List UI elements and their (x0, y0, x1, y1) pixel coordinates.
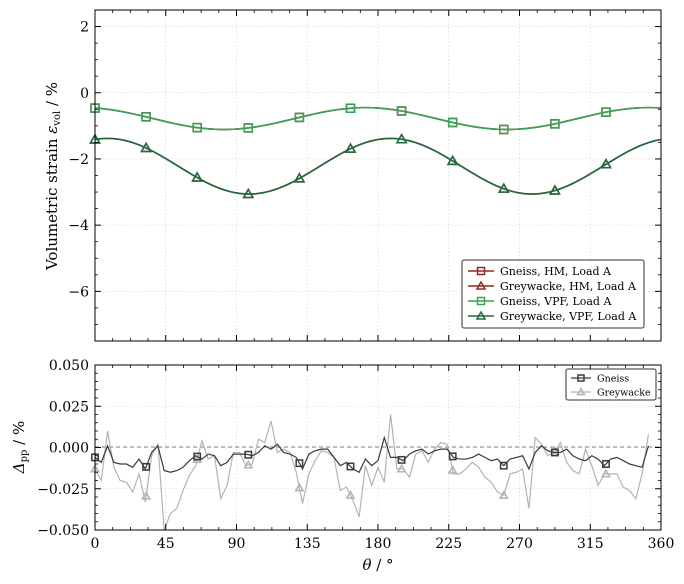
series-marker (192, 122, 202, 133)
delta-y-tick-label: −0.050 (37, 523, 89, 539)
delta-marker (602, 460, 610, 468)
legend-label: Gneiss, VPF, Load A (500, 295, 612, 308)
delta-marker (141, 490, 152, 500)
delta-marker (345, 490, 356, 499)
delta-marker (498, 490, 509, 499)
series-marker (395, 133, 408, 144)
series-marker (601, 107, 611, 117)
legend-marker (475, 310, 487, 320)
delta-marker (142, 462, 151, 471)
strain-legend-box (461, 259, 645, 329)
strain-y-tick-label: −6 (68, 284, 89, 300)
series-marker (140, 141, 152, 153)
delta-x-tick-label: 360 (648, 536, 675, 552)
delta-marker (294, 482, 305, 492)
delta-y-axis-label: Δpp / % (10, 421, 30, 475)
delta-marker (295, 459, 304, 468)
delta-x-tick-label: 225 (435, 536, 462, 552)
delta-legend-marker (577, 374, 585, 382)
delta-marker (396, 463, 407, 473)
delta-marker (346, 462, 355, 471)
delta-legend-label: Greywacke (597, 388, 651, 399)
legend-label: Gneiss, HM, Load A (500, 265, 612, 278)
delta-legend: Gneiss Greywacke (565, 368, 657, 401)
delta-x-tick-label: 0 (91, 536, 100, 552)
strain-series-group (89, 103, 662, 199)
legend-marker (476, 266, 486, 276)
delta-marker (447, 464, 458, 474)
series-marker (600, 158, 612, 169)
delta-x-tick-label: 315 (577, 536, 604, 552)
delta-y-tick-label: 0.050 (49, 358, 89, 374)
delta-legend-marker (576, 387, 586, 396)
series-marker (191, 171, 204, 182)
delta-marker (549, 446, 560, 455)
series-marker (243, 123, 254, 133)
series-marker (499, 124, 509, 135)
delta-y-tick-label: 0.000 (49, 441, 89, 457)
legend-label: Greywacke, VPF, Load A (500, 310, 637, 323)
series-marker (447, 117, 458, 128)
delta-marker (499, 461, 508, 470)
delta-y-tick-label: 0.025 (49, 399, 89, 415)
legend-marker (475, 280, 487, 290)
strain-ticks: 2 0 −2 −4 −6 (68, 9, 662, 342)
delta-x-axis-label: θ / ° (362, 556, 393, 574)
strain-y-axis-label: Volumetric strain εvol / % (43, 82, 63, 271)
delta-series-group (90, 414, 650, 531)
strain-y-tick-label: 0 (80, 86, 89, 102)
legend-marker (476, 296, 486, 306)
series-marker (548, 184, 561, 195)
series-marker (396, 106, 407, 116)
delta-marker (448, 452, 457, 461)
strain-y-tick-label: −2 (68, 152, 89, 168)
delta-line-gneiss (94, 435, 649, 474)
delta-line-greywacke (94, 414, 650, 531)
delta-x-tick-label: 45 (157, 536, 175, 552)
series-marker (141, 112, 151, 122)
delta-legend-label: Gneiss (597, 374, 629, 385)
delta-marker (244, 450, 253, 459)
strain-y-tick-label: 2 (80, 20, 89, 36)
strain-y-tick-label: −4 (68, 218, 89, 234)
delta-marker (600, 468, 611, 478)
delta-marker (397, 455, 406, 464)
delta-marker (193, 452, 202, 461)
delta-y-tick-label: −0.025 (37, 482, 89, 498)
series-marker (344, 142, 357, 153)
delta-marker (192, 454, 203, 463)
strain-panel: 2 0 −2 −4 −6 Volumetric strain εvol / % Gnei… (43, 9, 662, 342)
delta-x-tick-label: 270 (506, 536, 533, 552)
series-marker (293, 172, 306, 183)
strain-legend: Gneiss, HM, Load A Greywacke, HM, Load A G… (461, 259, 645, 329)
delta-marker (550, 448, 559, 457)
delta-x-tick-label: 135 (294, 536, 321, 552)
series-marker (294, 112, 305, 123)
series-marker (242, 187, 255, 199)
legend-label: Greywacke, HM, Load A (500, 280, 637, 293)
series-marker (550, 119, 560, 129)
series-line-greywacke-vpf-load-a (94, 137, 662, 195)
series-marker (497, 182, 510, 193)
delta-x-tick-label: 180 (365, 536, 392, 552)
series-marker (345, 103, 356, 113)
delta-marker (243, 459, 254, 469)
delta-x-tick-label: 90 (228, 536, 246, 552)
series-marker (446, 154, 459, 166)
series-line-gneiss-vpf-load-a (94, 106, 662, 131)
